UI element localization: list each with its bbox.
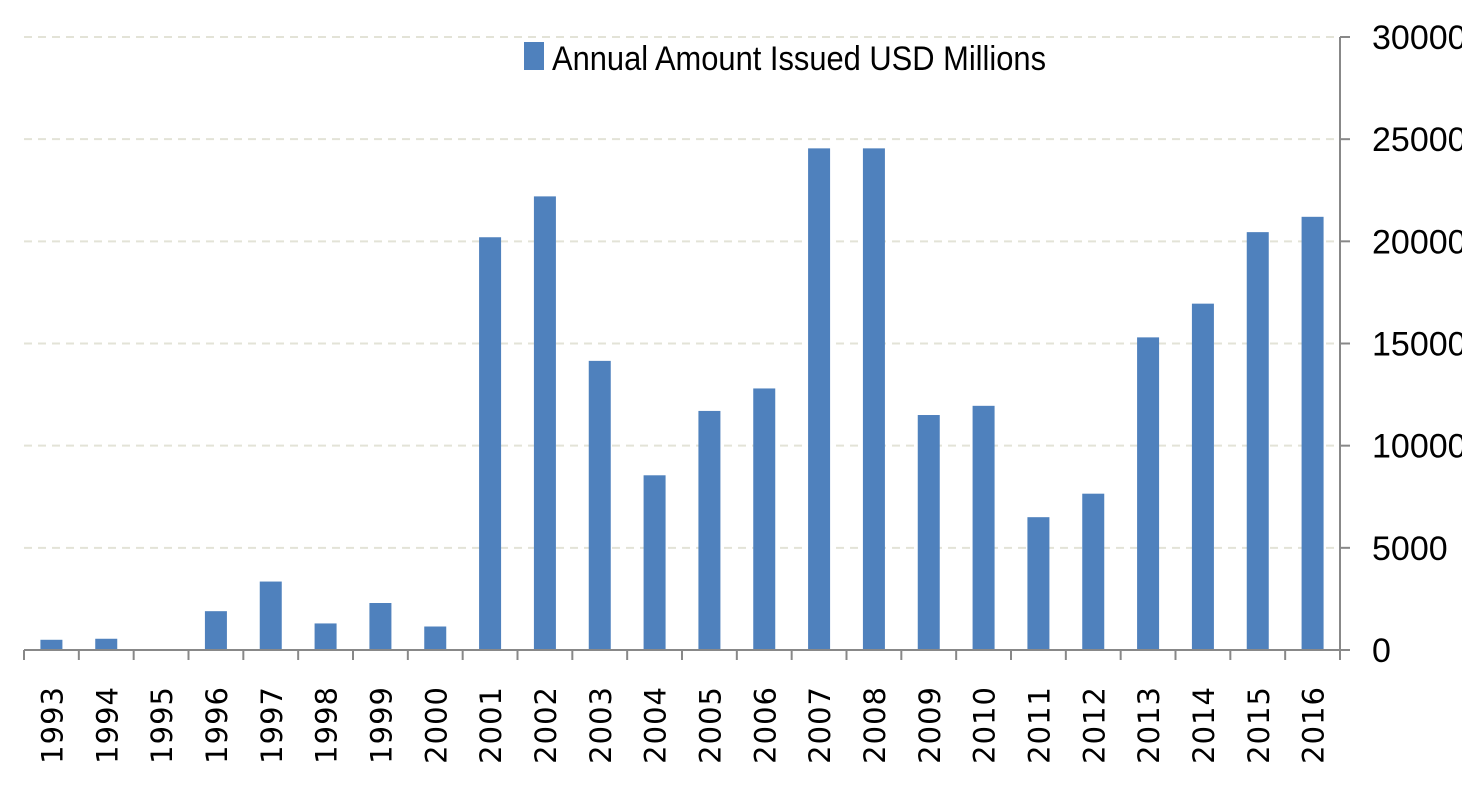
bar-2013 [1137,337,1160,650]
x-tick-label: 1999 [364,686,398,764]
legend-label: Annual Amount Issued USD Millions [552,40,1046,78]
bar-2011 [1027,517,1050,650]
x-tick-label: 1997 [255,686,289,764]
bar-1998 [314,623,337,650]
bar-2005 [698,410,721,650]
gridlines [24,36,1340,549]
x-tick-label: 2002 [529,686,563,764]
x-tick-labels: 1993 1994 1995 1996 1997 1998 1999 2000 2001 2002… [35,686,1330,764]
x-tick-label: 2016 [1297,686,1331,764]
bar-2008 [862,148,885,650]
x-tick-label: 1993 [35,686,69,764]
y-tick-label: 25000 [1372,121,1462,159]
x-tick-label: 1994 [90,686,124,764]
x-tick-label: 2009 [913,686,947,764]
legend: Annual Amount Issued USD Millions [524,40,1046,78]
bar-2000 [424,626,447,650]
bar-1999 [369,603,392,650]
x-tick-label: 2001 [474,686,508,764]
bar-2016 [1301,216,1324,650]
x-tick-label: 2014 [1187,686,1221,764]
bar-2015 [1246,232,1269,650]
bar-2012 [1082,493,1105,650]
bar-2006 [753,388,776,650]
x-tick-label: 2000 [419,686,453,764]
bar-2001 [479,237,502,650]
x-tick-label: 2003 [584,686,618,764]
bar-2003 [588,360,611,650]
bar-1993 [40,639,63,650]
axes [23,36,1350,660]
x-tick-label: 2007 [803,686,837,764]
x-tick-label: 1995 [145,686,179,764]
bars [40,148,1324,650]
y-tick-label: 20000 [1372,223,1462,261]
x-tick-label: 1998 [310,686,344,764]
bar-2009 [917,415,940,650]
y-tick-label: 0 [1372,632,1391,670]
y-tick-label: 30000 [1372,19,1462,57]
y-tick-label: 10000 [1372,428,1462,466]
x-tick-label: 2005 [693,686,727,764]
bar-2002 [533,196,556,650]
x-tick-label: 2008 [858,686,892,764]
x-tick-label: 2010 [968,686,1002,764]
bar-2010 [972,405,995,650]
x-tick-label: 1996 [200,686,234,764]
x-tick-label: 2015 [1242,686,1276,764]
x-tick-label: 2004 [639,686,673,764]
legend-swatch [524,42,544,70]
bar-1994 [95,638,118,650]
x-tick-label: 2013 [1132,686,1166,764]
x-tick-label: 2006 [748,686,782,764]
bar-2007 [808,148,831,650]
bar-1996 [204,611,227,650]
bar-1997 [259,581,282,650]
y-tick-label: 15000 [1372,326,1462,364]
x-tick-label: 2011 [1022,686,1056,764]
x-tick-label: 2012 [1077,686,1111,764]
y-tick-label: 5000 [1372,530,1448,568]
y-tick-labels: 0 5000 10000 15000 20000 25000 30000 [1372,19,1462,670]
bar-2004 [643,475,666,650]
bar-2014 [1191,303,1214,650]
